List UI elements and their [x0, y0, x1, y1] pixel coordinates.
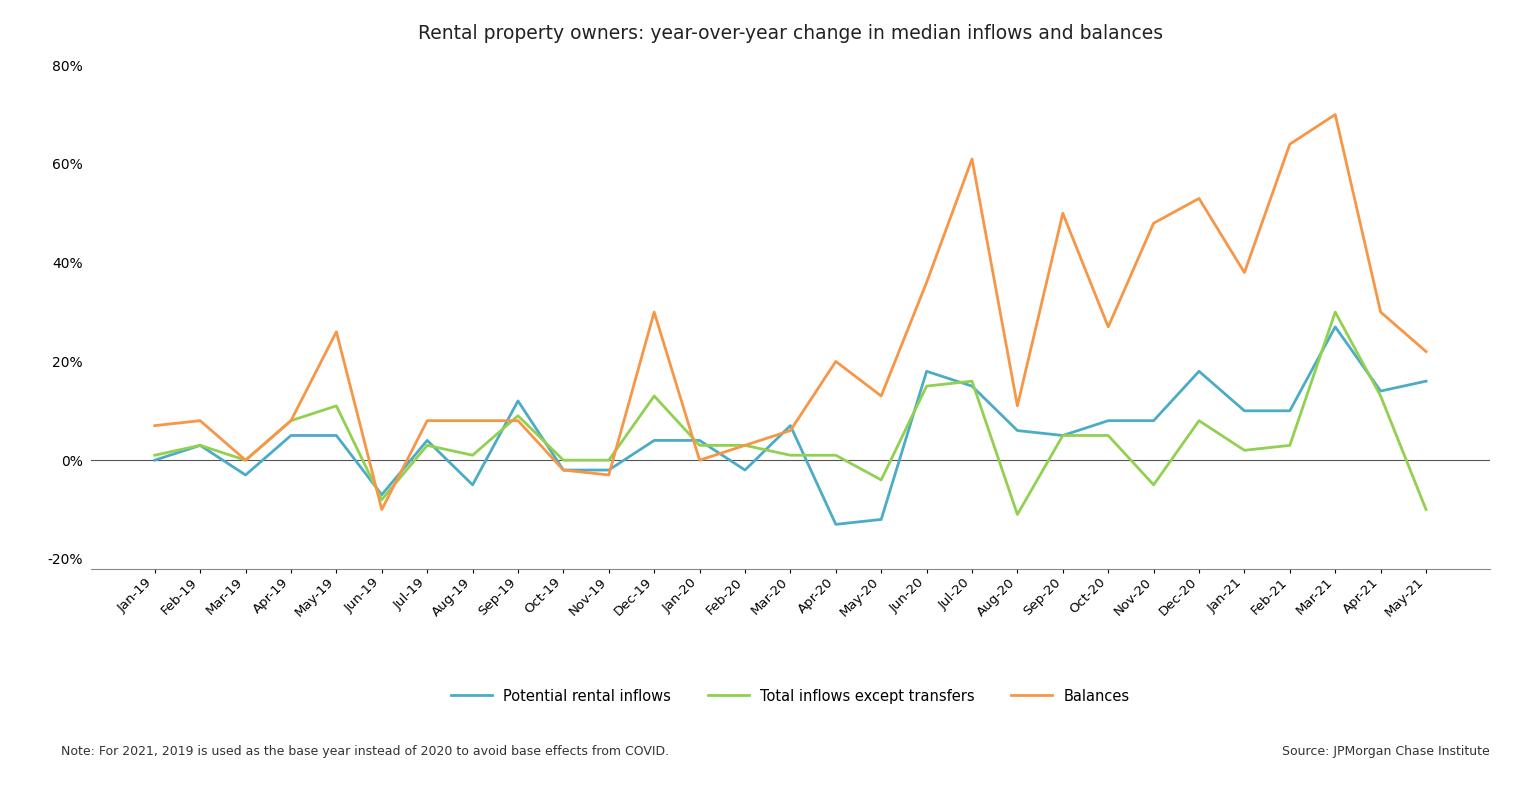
Potential rental inflows [192, 441, 210, 450]
Balances [281, 416, 299, 425]
Total inflows except transfers [372, 495, 391, 505]
Potential rental inflows [1236, 406, 1254, 416]
Balances [464, 416, 482, 425]
Total inflows except transfers [1325, 307, 1344, 317]
Total inflows except transfers [192, 441, 210, 450]
Potential rental inflows [1417, 377, 1435, 386]
Total inflows except transfers [1008, 510, 1026, 519]
Total inflows except transfers [918, 382, 936, 391]
Balances [372, 505, 391, 514]
Line: Balances: Balances [155, 115, 1426, 510]
Balances [1190, 194, 1208, 203]
Legend: Potential rental inflows, Total inflows except transfers, Balances: Potential rental inflows, Total inflows … [451, 689, 1129, 704]
Potential rental inflows [690, 436, 708, 446]
Total inflows except transfers [781, 450, 800, 460]
Potential rental inflows [872, 515, 891, 525]
Potential rental inflows [281, 431, 299, 440]
Total inflows except transfers [1145, 480, 1163, 490]
Potential rental inflows [736, 465, 754, 475]
Balances [872, 391, 891, 401]
Total inflows except transfers [464, 450, 482, 460]
Potential rental inflows [1281, 406, 1300, 416]
Balances [1281, 140, 1300, 149]
Balances [146, 421, 164, 431]
Balances [327, 327, 345, 337]
Potential rental inflows [1145, 416, 1163, 425]
Potential rental inflows [918, 367, 936, 376]
Balances [918, 278, 936, 288]
Potential rental inflows [327, 431, 345, 440]
Total inflows except transfers [872, 475, 891, 484]
Total inflows except transfers [509, 411, 527, 420]
Balances [644, 307, 663, 317]
Balances [690, 455, 708, 465]
Potential rental inflows [962, 382, 980, 391]
Total inflows except transfers [555, 455, 573, 465]
Potential rental inflows [600, 465, 619, 475]
Line: Potential rental inflows: Potential rental inflows [155, 327, 1426, 525]
Total inflows except transfers [644, 391, 663, 401]
Balances [736, 441, 754, 450]
Balances [555, 465, 573, 475]
Total inflows except transfers [1190, 416, 1208, 425]
Balances [237, 455, 255, 465]
Balances [1371, 307, 1389, 317]
Potential rental inflows [372, 490, 391, 499]
Total inflows except transfers [962, 377, 980, 386]
Total inflows except transfers [736, 441, 754, 450]
Balances [1053, 209, 1072, 218]
Balances [781, 426, 800, 435]
Balances [418, 416, 436, 425]
Total inflows except transfers [1417, 505, 1435, 514]
Text: Source: JPMorgan Chase Institute: Source: JPMorgan Chase Institute [1281, 746, 1490, 758]
Title: Rental property owners: year-over-year change in median inflows and balances: Rental property owners: year-over-year c… [418, 24, 1163, 43]
Balances [1008, 401, 1026, 411]
Potential rental inflows [464, 480, 482, 490]
Balances [1417, 347, 1435, 356]
Potential rental inflows [1099, 416, 1117, 425]
Text: Note: For 2021, 2019 is used as the base year instead of 2020 to avoid base effe: Note: For 2021, 2019 is used as the base… [61, 746, 669, 758]
Total inflows except transfers [827, 450, 845, 460]
Total inflows except transfers [690, 441, 708, 450]
Potential rental inflows [1371, 386, 1389, 396]
Potential rental inflows [827, 520, 845, 529]
Line: Total inflows except transfers: Total inflows except transfers [155, 312, 1426, 514]
Total inflows except transfers [1099, 431, 1117, 440]
Potential rental inflows [644, 436, 663, 446]
Potential rental inflows [1053, 431, 1072, 440]
Total inflows except transfers [237, 455, 255, 465]
Balances [962, 154, 980, 164]
Potential rental inflows [509, 397, 527, 406]
Total inflows except transfers [600, 455, 619, 465]
Potential rental inflows [1008, 426, 1026, 435]
Balances [1236, 268, 1254, 277]
Total inflows except transfers [1281, 441, 1300, 450]
Balances [1145, 219, 1163, 228]
Potential rental inflows [1325, 322, 1344, 332]
Total inflows except transfers [281, 416, 299, 425]
Potential rental inflows [418, 436, 436, 446]
Balances [1099, 322, 1117, 332]
Total inflows except transfers [146, 450, 164, 460]
Potential rental inflows [781, 421, 800, 431]
Balances [600, 470, 619, 480]
Total inflows except transfers [418, 441, 436, 450]
Total inflows except transfers [1371, 391, 1389, 401]
Balances [827, 357, 845, 367]
Potential rental inflows [237, 470, 255, 480]
Potential rental inflows [146, 455, 164, 465]
Total inflows except transfers [327, 401, 345, 411]
Balances [192, 416, 210, 425]
Balances [509, 416, 527, 425]
Total inflows except transfers [1053, 431, 1072, 440]
Balances [1325, 110, 1344, 119]
Total inflows except transfers [1236, 446, 1254, 455]
Potential rental inflows [555, 465, 573, 475]
Potential rental inflows [1190, 367, 1208, 376]
